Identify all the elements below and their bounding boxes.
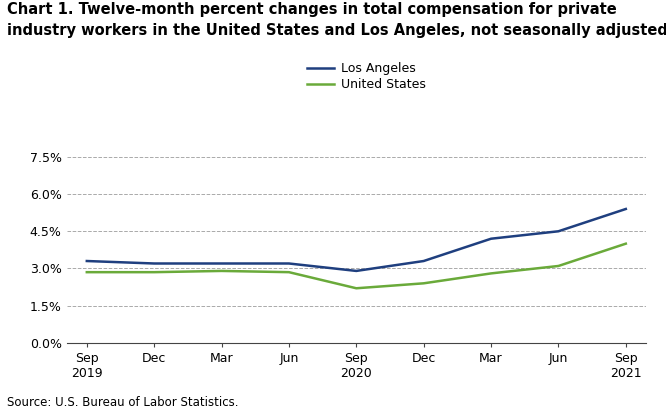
Text: Source: U.S. Bureau of Labor Statistics.: Source: U.S. Bureau of Labor Statistics. <box>7 396 238 409</box>
Legend: Los Angeles, United States: Los Angeles, United States <box>307 62 426 91</box>
Text: Chart 1. Twelve-month percent changes in total compensation for private: Chart 1. Twelve-month percent changes in… <box>7 2 617 17</box>
Text: industry workers in the United States and Los Angeles, not seasonally adjusted: industry workers in the United States an… <box>7 23 666 38</box>
